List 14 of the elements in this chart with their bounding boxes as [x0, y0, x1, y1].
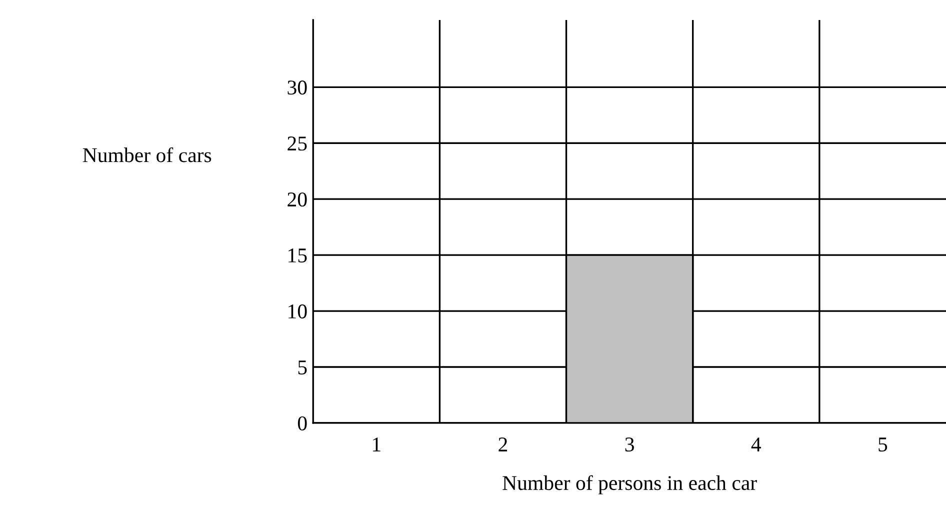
y-tick-label: 10: [288, 304, 307, 318]
y-tick-label: 20: [288, 192, 307, 207]
y-tick-label: 15: [288, 248, 307, 262]
x-tick-label: 3: [625, 438, 634, 452]
y-tick-label: 5: [298, 360, 307, 374]
y-tick-label: 0: [298, 416, 307, 430]
x-tick-label: 5: [878, 438, 888, 452]
y-axis-title: Number of cars: [82, 147, 212, 162]
x-axis-title: Number of persons in each car: [502, 475, 757, 494]
y-tick-label: 25: [288, 136, 307, 151]
y-tick-label: 30: [288, 80, 307, 95]
x-tick-label: 2: [498, 438, 508, 452]
x-tick-label: 1: [373, 438, 380, 452]
x-tick-label: 4: [751, 438, 762, 452]
